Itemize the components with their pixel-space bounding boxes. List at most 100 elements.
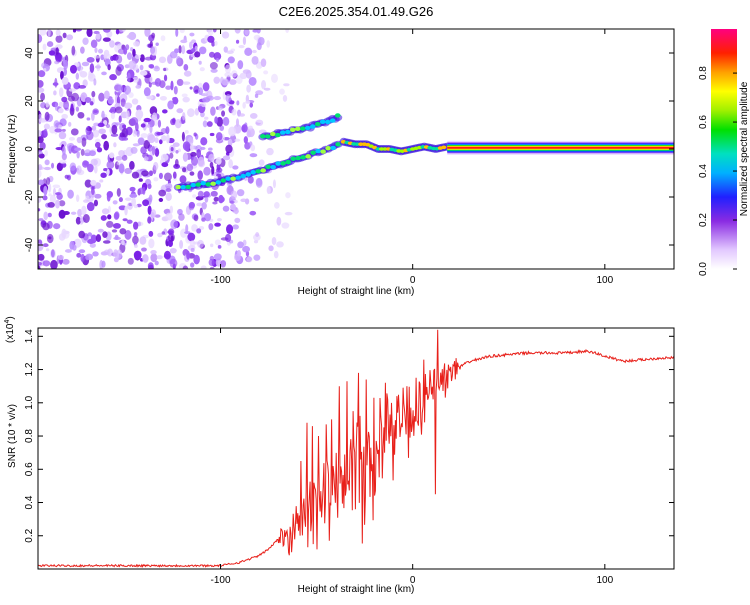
noise-blob bbox=[61, 128, 66, 132]
noise-blob bbox=[124, 197, 132, 201]
snr-y-tick-label: 0.6 bbox=[24, 462, 35, 476]
noise-blob bbox=[61, 113, 68, 120]
noise-blob bbox=[61, 228, 67, 239]
noise-blob bbox=[191, 156, 199, 166]
noise-blob bbox=[64, 174, 69, 179]
noise-blob bbox=[186, 250, 190, 260]
noise-blob bbox=[158, 56, 167, 64]
noise-blob bbox=[156, 131, 164, 136]
noise-blob bbox=[131, 171, 140, 179]
noise-blob bbox=[101, 110, 105, 119]
lower-branch-core bbox=[240, 173, 247, 179]
noise-blob bbox=[198, 60, 202, 65]
noise-blob bbox=[78, 249, 86, 254]
noise-blob bbox=[174, 119, 182, 129]
noise-blob bbox=[226, 50, 234, 54]
noise-blob bbox=[213, 96, 221, 101]
noise-blob bbox=[172, 171, 177, 179]
noise-blob bbox=[256, 42, 262, 51]
lower-branch-core bbox=[335, 142, 341, 147]
noise-blob bbox=[283, 83, 290, 87]
noise-blob bbox=[168, 228, 175, 236]
noise-blob bbox=[95, 65, 101, 69]
noise-blob bbox=[279, 88, 285, 95]
noise-blob bbox=[62, 32, 67, 39]
noise-blob bbox=[193, 132, 197, 137]
spectrogram-y-tick-label: -40 bbox=[24, 237, 35, 252]
noise-blob bbox=[58, 108, 64, 114]
noise-blob bbox=[213, 253, 222, 261]
noise-blob bbox=[234, 217, 241, 224]
noise-blob bbox=[210, 106, 216, 116]
noise-blob bbox=[141, 170, 149, 177]
noise-blob bbox=[128, 60, 137, 70]
noise-blob bbox=[147, 123, 151, 128]
noise-blob bbox=[200, 137, 208, 146]
noise-blob bbox=[97, 48, 104, 54]
noise-blob bbox=[55, 146, 63, 151]
noise-blob bbox=[129, 193, 138, 199]
noise-blob bbox=[233, 207, 239, 215]
lower-branch-core bbox=[275, 161, 281, 166]
noise-blob bbox=[251, 56, 259, 65]
lower-branch-core bbox=[290, 156, 296, 161]
noise-blob bbox=[258, 159, 265, 166]
noise-blob bbox=[123, 85, 132, 95]
noise-blob bbox=[100, 54, 105, 61]
noise-blob bbox=[80, 148, 85, 156]
noise-blob bbox=[260, 58, 267, 68]
noise-blob bbox=[93, 199, 99, 207]
noise-blob bbox=[98, 92, 105, 102]
noise-blob bbox=[115, 29, 120, 35]
noise-blob bbox=[199, 46, 207, 55]
noise-blob bbox=[55, 47, 59, 56]
noise-blob bbox=[148, 230, 154, 237]
noise-blob bbox=[182, 96, 190, 103]
lower-branch-core bbox=[220, 178, 227, 183]
noise-blob bbox=[38, 265, 41, 269]
noise-blob bbox=[236, 100, 240, 106]
noise-blob bbox=[140, 132, 148, 139]
noise-blob bbox=[143, 139, 151, 149]
lower-branch-core bbox=[225, 176, 232, 181]
noise-blob bbox=[165, 192, 172, 201]
noise-blob bbox=[132, 48, 136, 57]
noise-blob bbox=[48, 193, 52, 197]
noise-blob bbox=[272, 179, 276, 189]
noise-blob bbox=[268, 245, 274, 252]
noise-blob bbox=[179, 29, 185, 34]
noise-blob bbox=[38, 169, 42, 179]
noise-blob bbox=[55, 53, 63, 63]
lower-branch-core bbox=[310, 150, 316, 155]
noise-blob bbox=[141, 247, 147, 252]
noise-blob bbox=[165, 188, 172, 192]
noise-blob bbox=[188, 203, 195, 211]
noise-blob bbox=[91, 112, 95, 121]
noise-blob bbox=[158, 172, 163, 180]
noise-blob bbox=[76, 165, 82, 174]
noise-blob bbox=[190, 151, 197, 157]
noise-blob bbox=[114, 106, 123, 114]
noise-blob bbox=[150, 212, 155, 219]
noise-blob bbox=[107, 97, 114, 105]
noise-blob bbox=[42, 43, 47, 51]
noise-blob bbox=[196, 202, 203, 207]
noise-blob bbox=[38, 150, 43, 155]
noise-blob bbox=[115, 66, 122, 76]
noise-blob bbox=[47, 202, 55, 208]
noise-blob bbox=[245, 70, 252, 79]
noise-blob bbox=[121, 154, 128, 161]
noise-blob bbox=[89, 101, 94, 106]
noise-blob bbox=[248, 76, 257, 86]
noise-blob bbox=[212, 201, 218, 205]
noise-blob bbox=[244, 47, 253, 57]
lower-branch-core bbox=[250, 170, 257, 175]
noise-blob bbox=[166, 134, 170, 144]
noise-blob bbox=[42, 195, 48, 201]
lower-branch-core bbox=[210, 181, 217, 186]
noise-blob bbox=[213, 196, 219, 202]
noise-blob bbox=[98, 128, 106, 135]
noise-blob bbox=[81, 61, 90, 67]
noise-blob bbox=[43, 166, 51, 171]
noise-blob bbox=[127, 257, 134, 265]
